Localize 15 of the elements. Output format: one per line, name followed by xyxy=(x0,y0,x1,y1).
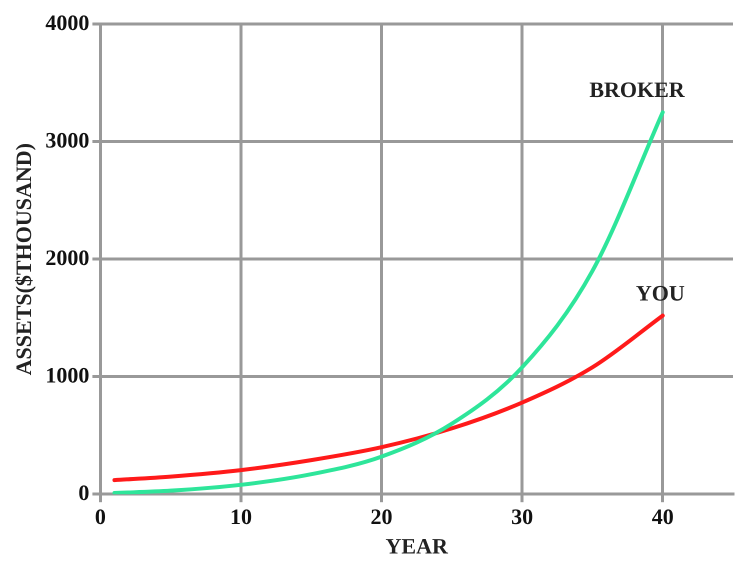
x-axis-title: YEAR xyxy=(386,533,449,558)
x-tick-label: 30 xyxy=(511,504,534,530)
x-tick-label: 0 xyxy=(94,504,106,530)
y-tick-label: 0 xyxy=(78,480,90,505)
y-tick-label: 3000 xyxy=(45,127,90,152)
y-tick-label: 4000 xyxy=(45,10,90,35)
x-tick-label: 10 xyxy=(230,504,252,530)
y-tick-label: 1000 xyxy=(45,362,90,388)
y-axis-title: ASSETS($THOUSAND) xyxy=(10,143,36,376)
line-series xyxy=(112,314,665,482)
series-label: YOU xyxy=(636,280,685,306)
x-tick-label: 40 xyxy=(652,504,674,530)
y-tick-label: 2000 xyxy=(45,244,90,270)
x-tick-label: 20 xyxy=(370,504,393,530)
series-label: BROKER xyxy=(589,77,686,102)
